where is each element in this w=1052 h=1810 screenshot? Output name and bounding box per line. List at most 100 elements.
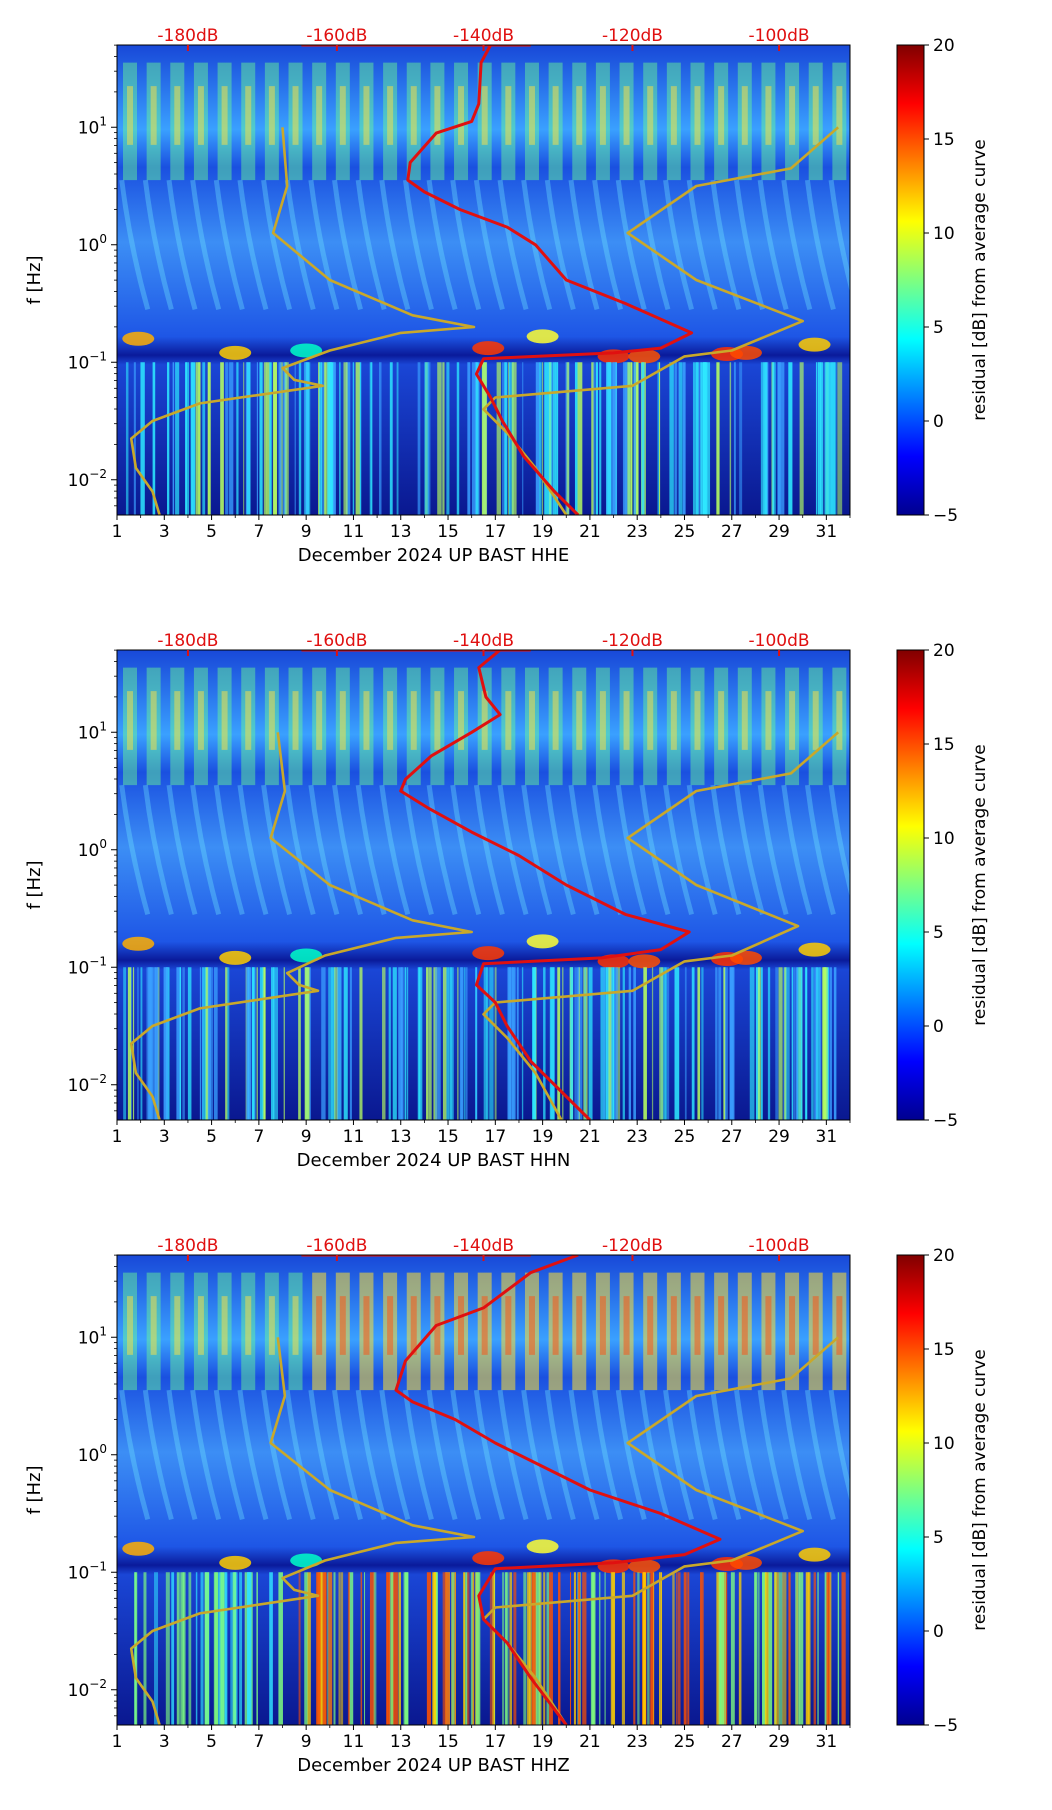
top-db-label: -140dB [453,26,514,46]
top-db-label: -160dB [306,1236,367,1256]
lf-bar [697,967,701,1120]
microseism-spot [729,950,762,965]
microseism-streak [828,784,850,898]
lf-bar [298,967,301,1120]
hf-streak-core [458,86,465,145]
lf-bar [829,1572,832,1725]
lf-bar [788,1572,791,1725]
lf-bar [214,1572,219,1725]
hf-streak-core [339,1296,346,1355]
lf-bar [557,967,561,1120]
microseism-streak [473,1389,505,1521]
lf-bar [378,362,382,515]
lf-bar [198,362,201,515]
lf-bar [634,362,637,515]
lf-bar [343,362,348,515]
lf-bar [435,967,439,1120]
lf-bar [725,967,728,1120]
lf-bar [577,362,583,515]
lf-bar [205,967,209,1120]
microseism-spot [219,950,252,965]
x-tick-label: 1 [112,522,123,542]
lf-bar [426,1572,431,1725]
lf-bar [334,967,339,1120]
lf-bar [641,362,645,515]
x-tick-label: 9 [301,1732,312,1752]
lf-bar [359,362,362,515]
lf-bar [833,967,837,1120]
lf-bar [303,362,306,515]
microseism-streak [379,784,411,916]
microseism-streak [544,1389,576,1521]
microseism-streak [663,784,694,916]
lf-bar [574,967,580,1120]
microseism-streak [332,784,363,916]
lf-bar [369,362,373,515]
microseism-spot [798,942,831,957]
x-tick-label: 23 [626,1127,648,1147]
lf-bar [637,1572,640,1725]
microseism-streak [615,784,647,916]
lf-bar [225,1572,228,1725]
lf-bar [822,967,827,1120]
hf-streak-core [481,1296,488,1355]
lf-bar [204,1572,210,1725]
lf-bar [837,1572,840,1725]
hf-streak-core [150,691,157,750]
lf-bar [225,362,229,515]
lf-bar [438,967,441,1120]
lf-bar [669,362,674,515]
lf-bar [817,1572,819,1725]
y-tick-label: 100 [78,837,107,861]
colorbar-tick-label: 0 [933,1017,944,1037]
lf-bar [634,362,639,515]
lf-bar [307,1572,311,1725]
lf-bar [544,362,549,515]
lf-bar [782,1572,787,1725]
lf-bar [447,967,452,1120]
lf-bar [749,967,755,1120]
x-tick-label: 19 [532,522,554,542]
lf-bar [154,1572,159,1725]
lf-bar [470,1572,473,1725]
microseism-streak [592,179,624,311]
colorbar-tick-label: 10 [933,829,955,849]
lf-bar [603,967,605,1120]
hf-streak-core [694,691,701,750]
lf-bar [246,362,251,515]
hf-streak-core [363,86,370,145]
lf-bar [588,967,593,1120]
lf-bar [167,362,170,515]
hf-streak-core [387,1296,394,1355]
x-tick-label: 5 [206,522,217,542]
x-tick-label: 29 [768,1127,790,1147]
lf-bar [502,362,507,515]
lf-bar [259,967,264,1120]
lf-bar [716,362,720,515]
microseism-spot [526,934,559,949]
hf-streak-core [316,1296,323,1355]
lf-bar [780,362,785,515]
lf-bar [442,362,444,515]
microseism-streak [804,784,836,916]
lf-bar [389,362,393,515]
lf-bar [208,362,210,515]
red-noise-curve [394,1255,722,1725]
lf-bar [795,967,798,1120]
microseism-streak [237,179,269,311]
gold-noise-curve-left [129,1337,476,1725]
lf-bar [246,1572,251,1725]
lf-bar [294,362,296,515]
hf-streak-core [221,1296,228,1355]
lf-bar [256,967,258,1120]
lf-bar [791,967,793,1120]
lf-bar [140,967,143,1120]
lf-bar [729,362,732,515]
lf-bar [614,967,617,1120]
y-tick-label: 10−1 [68,954,107,978]
lf-bar [757,1572,760,1725]
lf-bar [643,967,647,1120]
hf-streak-core [434,86,441,145]
hf-streak-core [174,1296,181,1355]
lf-bar [456,362,460,515]
